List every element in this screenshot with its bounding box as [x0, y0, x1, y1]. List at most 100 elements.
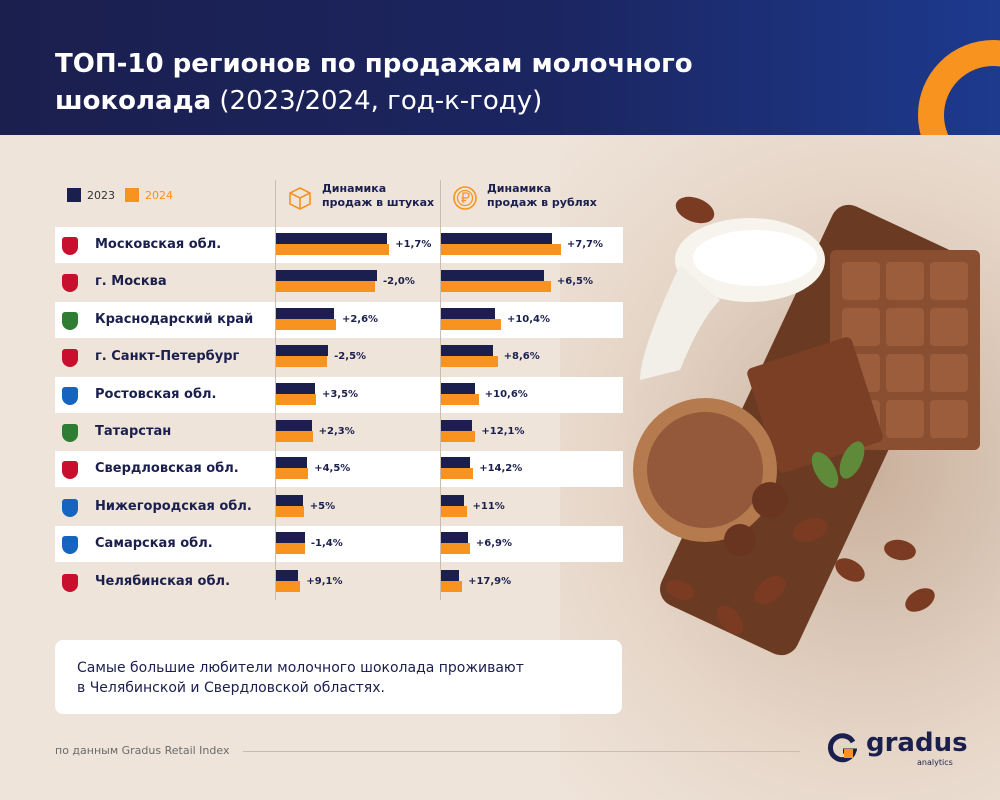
- rubles-change-label: +11%: [472, 500, 505, 512]
- region-label: Нижегородская обл.: [95, 498, 252, 514]
- region-emblem-icon: [62, 461, 78, 480]
- units-bar-2024: [276, 244, 390, 255]
- note-text: Самые большие любители молочного шоколад…: [77, 658, 524, 698]
- legend-2024: 2024: [125, 188, 173, 202]
- region-label: Краснодарский край: [95, 311, 254, 327]
- units-change-label: +2,6%: [341, 313, 379, 325]
- rubles-bar-2024: [441, 318, 501, 330]
- units-bar-2024: [276, 393, 316, 405]
- units-bar-2023: [276, 307, 334, 319]
- title-line-1: ТОП-10 регионов по продажам молочного: [55, 49, 693, 79]
- insight-note: Самые большие любители молочного шоколад…: [55, 640, 622, 714]
- legend-swatch-2023: [67, 188, 81, 202]
- units-change-label: +3,5%: [321, 388, 359, 400]
- region-emblem-icon: [62, 349, 78, 368]
- units-change-label: -1,4%: [310, 538, 343, 550]
- units-bar-2024: [276, 543, 305, 555]
- legend-2023: 2023: [67, 188, 115, 202]
- region-label: Свердловская обл.: [95, 461, 239, 477]
- units-bar-2023: [276, 532, 305, 544]
- footer-divider: [243, 751, 800, 752]
- region-row: г. Санкт-Петербург -2,5% +8,6%: [55, 339, 623, 375]
- rubles-change-label: +10,4%: [506, 313, 551, 325]
- rubles-change-label: +8,6%: [503, 351, 540, 363]
- rubles-change-label: +7,7%: [566, 239, 603, 250]
- region-label: Московская обл.: [95, 237, 222, 252]
- rubles-bar-2023: [441, 569, 459, 581]
- rubles-change-label: +10,6%: [484, 388, 528, 400]
- units-bar-2024: [276, 580, 301, 592]
- units-bar-2023: [276, 569, 299, 581]
- units-header-line-2: продаж в штуках: [322, 196, 435, 209]
- rubles-change-label: +6,9%: [475, 538, 512, 550]
- units-change-label: +4,5%: [314, 463, 351, 475]
- region-label: г. Москва: [95, 274, 167, 290]
- rubles-bar-2024: [441, 468, 474, 480]
- units-bar-2024: [276, 318, 336, 330]
- ruble-coin-icon: [453, 186, 477, 210]
- region-row: г. Москва -2,0% +6,5%: [55, 264, 623, 300]
- units-bar-2023: [276, 270, 377, 282]
- rubles-header-line-2: продаж в рублях: [487, 196, 597, 209]
- rubles-bar-2023: [441, 457, 470, 469]
- units-column-header: Динамика продаж в штуках: [322, 182, 434, 210]
- gradus-logo-subtext: analytics: [917, 758, 953, 767]
- rubles-bar-2023: [441, 307, 496, 319]
- column-divider-rubles: [440, 180, 441, 600]
- legend-label-2023: 2023: [87, 188, 115, 202]
- title-subtitle: (2023/2024, год-к-году): [211, 86, 543, 116]
- region-emblem-icon: [62, 498, 78, 517]
- units-change-label: -2,5%: [334, 351, 367, 363]
- data-source: по данным Gradus Retail Index: [55, 744, 230, 757]
- units-bar-2023: [276, 233, 387, 244]
- region-emblem-icon: [62, 237, 78, 255]
- region-emblem-icon: [62, 573, 78, 592]
- units-bar-2024: [276, 356, 328, 368]
- rubles-bar-2024: [441, 281, 551, 293]
- units-change-label: +5%: [309, 500, 336, 512]
- units-bar-2023: [276, 494, 303, 506]
- region-row: Краснодарский край +2,6% +10,4%: [55, 301, 623, 338]
- region-row: Татарстан +2,3% +12,1%: [55, 414, 623, 450]
- units-bar-2024: [276, 431, 313, 442]
- rubles-bar-2023: [441, 270, 545, 282]
- region-label: г. Санкт-Петербург: [95, 349, 240, 365]
- rubles-bar-2024: [441, 244, 561, 255]
- rubles-bar-2023: [441, 345, 494, 357]
- region-label: Челябинская обл.: [95, 573, 231, 589]
- units-bar-2024: [276, 468, 309, 480]
- rubles-bar-2024: [441, 505, 467, 517]
- title-line-2: шоколада: [55, 86, 212, 116]
- rubles-column-header: Динамика продаж в рублях: [487, 182, 597, 210]
- region-emblem-icon: [62, 424, 78, 442]
- units-change-label: +1,7%: [395, 239, 432, 250]
- units-bar-2024: [276, 281, 375, 293]
- rubles-bar-2024: [441, 543, 470, 555]
- rubles-change-label: +17,9%: [468, 575, 512, 587]
- region-emblem-icon: [62, 311, 78, 330]
- gradus-logo-text: gradus: [866, 728, 968, 758]
- region-row: Нижегородская обл. +5% +11%: [55, 489, 623, 525]
- units-bar-2023: [276, 345, 329, 357]
- note-line-2: в Челябинской и Свердловской областях.: [77, 680, 385, 696]
- rubles-change-label: +6,5%: [556, 276, 593, 288]
- units-change-label: +2,3%: [318, 426, 355, 437]
- region-row: Ростовская обл. +3,5% +10,6%: [55, 376, 623, 413]
- region-row: Свердловская обл. +4,5% +14,2%: [55, 451, 623, 488]
- note-line-1: Самые большие любители молочного шоколад…: [77, 660, 524, 676]
- legend-swatch-2024: [125, 188, 139, 202]
- units-bar-2023: [276, 420, 312, 431]
- rubles-change-label: +14,2%: [479, 463, 523, 475]
- region-row: Челябинская обл. +9,1% +17,9%: [55, 564, 623, 600]
- gradus-logo-icon: [827, 733, 857, 763]
- rubles-bar-2023: [441, 233, 552, 244]
- region-emblem-icon: [62, 274, 78, 293]
- header-banner: ТОП-10 регионов по продажам молочного шо…: [0, 0, 1000, 135]
- box-icon: [289, 187, 311, 210]
- page-title: ТОП-10 регионов по продажам молочного шо…: [55, 46, 693, 120]
- region-emblem-icon: [62, 536, 78, 555]
- units-bar-2023: [276, 382, 315, 394]
- region-label: Ростовская обл.: [95, 386, 217, 402]
- region-emblem-icon: [62, 386, 78, 405]
- orange-ring-decoration: [918, 40, 1000, 135]
